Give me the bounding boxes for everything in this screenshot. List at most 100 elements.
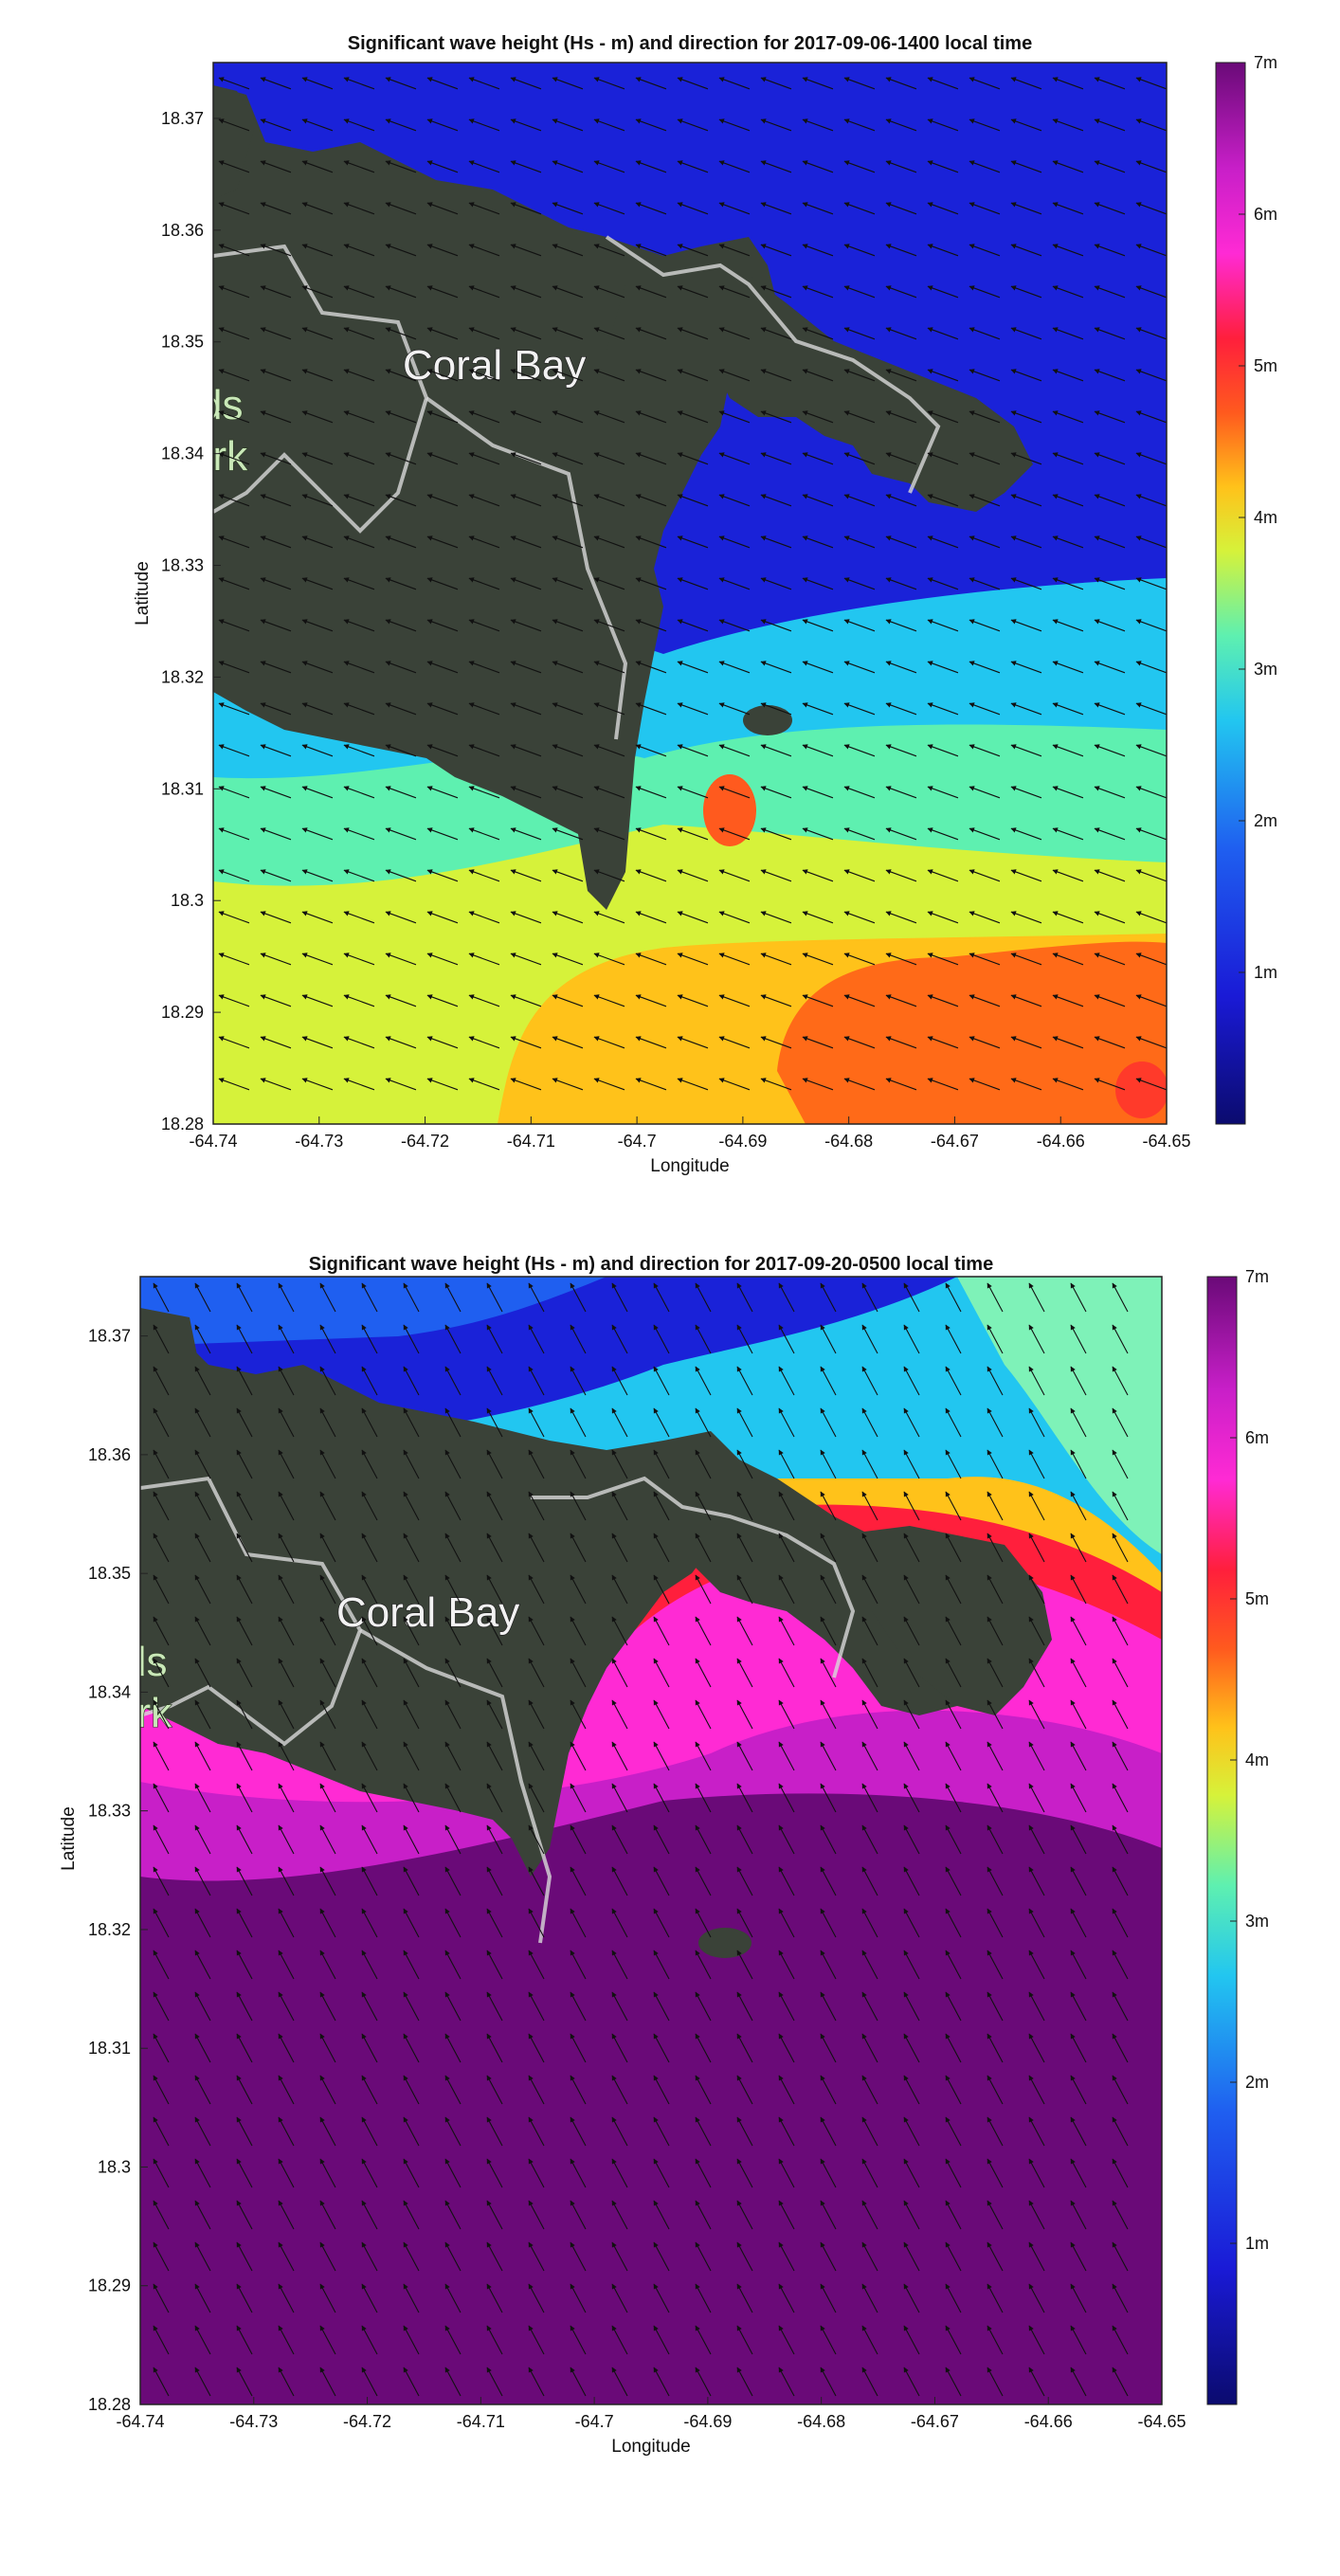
wave-direction-arrow bbox=[861, 1324, 878, 1354]
wave-direction-arrow bbox=[945, 1950, 962, 1980]
wave-direction-arrow bbox=[653, 1908, 670, 1938]
wave-direction-arrow bbox=[510, 535, 542, 549]
wave-direction-arrow bbox=[635, 744, 667, 757]
wave-direction-arrow bbox=[903, 1699, 920, 1730]
wave-direction-arrow bbox=[528, 1699, 545, 1730]
wave-direction-arrow bbox=[236, 1616, 253, 1646]
wave-direction-arrow bbox=[945, 1574, 962, 1605]
wave-direction-arrow bbox=[343, 869, 375, 882]
wave-direction-arrow bbox=[987, 1616, 1004, 1646]
wave-direction-arrow bbox=[444, 1616, 462, 1646]
wave-direction-arrow bbox=[486, 1991, 503, 2022]
wave-direction-arrow bbox=[1094, 118, 1126, 132]
wave-direction-arrow bbox=[1094, 911, 1126, 924]
wave-direction-arrow bbox=[361, 1324, 378, 1354]
y-tick-label: 18.3 bbox=[171, 891, 204, 910]
wave-direction-arrow bbox=[552, 118, 584, 132]
wave-direction-arrow bbox=[903, 1491, 920, 1521]
wave-direction-arrow bbox=[820, 1282, 837, 1313]
wave-direction-arrow bbox=[820, 1658, 837, 1688]
wave-direction-arrow bbox=[611, 1282, 628, 1313]
wave-direction-arrow bbox=[820, 1574, 837, 1605]
wave-direction-arrow bbox=[570, 1991, 587, 2022]
wave-direction-arrow bbox=[969, 911, 1001, 924]
wave-direction-arrow bbox=[945, 1824, 962, 1855]
wave-direction-arrow bbox=[1010, 827, 1042, 841]
wave-direction-arrow bbox=[1135, 244, 1167, 257]
wave-direction-arrow bbox=[385, 744, 417, 757]
x-tick-label: -64.66 bbox=[1024, 2412, 1073, 2431]
wave-direction-arrow bbox=[611, 1407, 628, 1438]
wave-direction-arrow bbox=[426, 452, 459, 465]
wave-direction-arrow bbox=[301, 285, 334, 299]
wave-direction-arrow bbox=[1052, 1036, 1084, 1049]
wave-direction-arrow bbox=[736, 1407, 753, 1438]
wave-direction-arrow bbox=[301, 1078, 334, 1091]
wave-direction-arrow bbox=[301, 77, 334, 90]
wave-direction-arrow bbox=[552, 452, 584, 465]
wave-direction-arrow bbox=[1135, 827, 1167, 841]
wave-direction-arrow bbox=[611, 2075, 628, 2105]
wave-direction-arrow bbox=[403, 1950, 420, 1980]
panel-1-y-axis-label: Latitude bbox=[133, 561, 153, 626]
wave-direction-arrow bbox=[945, 1449, 962, 1479]
wave-direction-arrow bbox=[969, 118, 1001, 132]
wave-direction-arrow bbox=[1028, 1824, 1045, 1855]
wave-direction-arrow bbox=[593, 869, 625, 882]
wave-direction-arrow bbox=[194, 1533, 211, 1563]
wave-direction-arrow bbox=[426, 911, 459, 924]
wave-direction-arrow bbox=[802, 744, 834, 757]
wave-direction-arrow bbox=[820, 1324, 837, 1354]
wave-direction-arrow bbox=[695, 1950, 712, 1980]
wave-direction-arrow bbox=[885, 911, 917, 924]
wave-direction-arrow bbox=[385, 911, 417, 924]
wave-direction-arrow bbox=[552, 160, 584, 173]
wave-direction-arrow bbox=[194, 1282, 211, 1313]
wave-direction-arrow bbox=[1052, 994, 1084, 1007]
wave-direction-arrow bbox=[486, 1574, 503, 1605]
wave-direction-arrow bbox=[969, 827, 1001, 841]
wave-direction-arrow bbox=[278, 1783, 295, 1813]
wave-direction-arrow bbox=[1070, 1366, 1087, 1396]
wave-direction-arrow bbox=[444, 1908, 462, 1938]
wave-direction-arrow bbox=[969, 452, 1001, 465]
wave-direction-arrow bbox=[1028, 2033, 1045, 2063]
wave-direction-arrow bbox=[278, 1658, 295, 1688]
wave-direction-arrow bbox=[802, 994, 834, 1007]
wave-direction-arrow bbox=[593, 994, 625, 1007]
wave-direction-arrow bbox=[218, 619, 250, 632]
wave-direction-arrow bbox=[1028, 1616, 1045, 1646]
wave-direction-arrow bbox=[1094, 77, 1126, 90]
wave-direction-arrow bbox=[343, 285, 375, 299]
wave-direction-arrow bbox=[1094, 452, 1126, 465]
wave-direction-arrow bbox=[695, 1533, 712, 1563]
wave-direction-arrow bbox=[927, 619, 959, 632]
wave-direction-arrow bbox=[1094, 786, 1126, 799]
wave-direction-arrow bbox=[820, 1616, 837, 1646]
panel-1-plot-area: Coral Bay ds ark bbox=[213, 63, 1167, 1124]
wave-direction-arrow bbox=[593, 577, 625, 590]
wave-direction-arrow bbox=[760, 577, 792, 590]
wave-direction-arrow bbox=[718, 452, 751, 465]
wave-direction-arrow bbox=[153, 1658, 170, 1688]
wave-direction-arrow bbox=[653, 1366, 670, 1396]
wave-direction-arrow bbox=[278, 1699, 295, 1730]
wave-direction-arrow bbox=[1070, 1741, 1087, 1771]
wave-direction-arrow bbox=[260, 786, 292, 799]
wave-direction-arrow bbox=[802, 494, 834, 507]
wave-direction-arrow bbox=[718, 285, 751, 299]
wave-direction-arrow bbox=[570, 1449, 587, 1479]
wave-direction-arrow bbox=[444, 1699, 462, 1730]
wave-direction-arrow bbox=[611, 1991, 628, 2022]
wave-direction-arrow bbox=[885, 744, 917, 757]
wave-direction-arrow bbox=[1028, 1658, 1045, 1688]
wave-direction-arrow bbox=[403, 1366, 420, 1396]
wave-direction-arrow bbox=[403, 1824, 420, 1855]
wave-direction-arrow bbox=[1070, 1783, 1087, 1813]
wave-direction-arrow bbox=[361, 1491, 378, 1521]
wave-direction-arrow bbox=[1028, 1491, 1045, 1521]
wave-direction-arrow bbox=[718, 911, 751, 924]
wave-direction-arrow bbox=[987, 1908, 1004, 1938]
wave-direction-arrow bbox=[319, 1783, 336, 1813]
wave-direction-arrow bbox=[760, 410, 792, 424]
